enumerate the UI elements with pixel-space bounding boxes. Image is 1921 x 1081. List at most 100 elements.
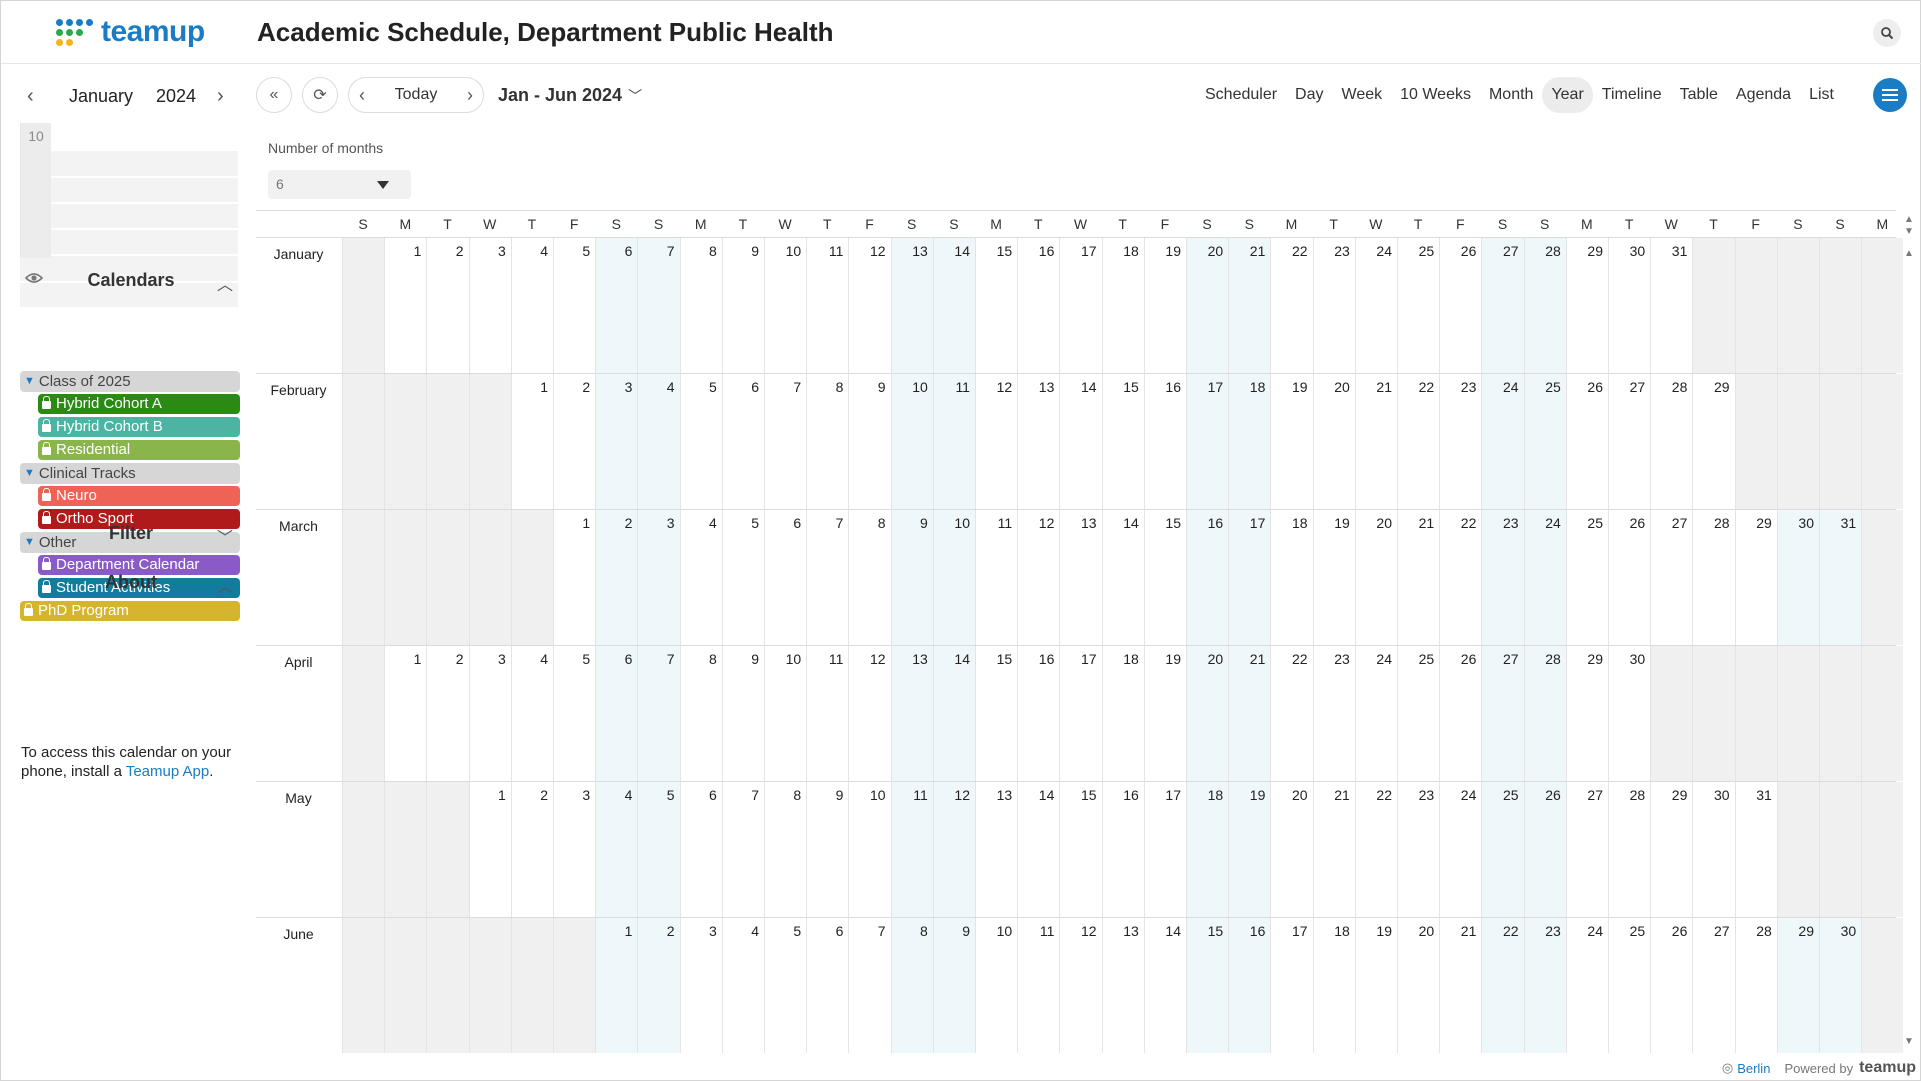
footer-brand[interactable]: teamup (1859, 1059, 1916, 1076)
view-tab[interactable]: Table (1679, 86, 1718, 103)
day-cell[interactable]: 15 (975, 646, 1017, 781)
calendar-item[interactable]: Ortho Sport (38, 509, 240, 529)
day-cell[interactable]: 18 (1270, 510, 1312, 645)
day-cell[interactable]: 28 (1734, 918, 1777, 1053)
day-cell[interactable]: 12 (932, 782, 975, 917)
day-cell[interactable]: 24 (1565, 918, 1608, 1053)
calendar-group[interactable]: ▼ Class of 2025 (20, 371, 240, 392)
day-cell[interactable]: 16 (1228, 918, 1271, 1053)
view-tab[interactable]: List (1809, 86, 1834, 103)
day-cell[interactable]: 17 (1059, 238, 1101, 373)
day-cell[interactable]: 17 (1143, 782, 1186, 917)
day-cell[interactable]: 16 (1101, 782, 1144, 917)
day-cell[interactable]: 18 (1228, 374, 1271, 509)
day-cell[interactable]: 18 (1312, 918, 1355, 1053)
day-cell[interactable]: 29 (1565, 238, 1608, 373)
day-cell[interactable]: 4 (679, 510, 722, 645)
day-cell[interactable]: 7 (848, 918, 890, 1053)
day-cell[interactable]: 1 (553, 510, 595, 645)
day-cell[interactable]: 6 (806, 918, 848, 1053)
day-cell[interactable]: 21 (1312, 782, 1355, 917)
day-cell[interactable]: 29 (1692, 374, 1734, 509)
day-cell[interactable]: 12 (848, 238, 890, 373)
day-cell[interactable]: 18 (1186, 782, 1229, 917)
day-cell[interactable]: 20 (1186, 646, 1229, 781)
day-cell[interactable]: 27 (1650, 510, 1692, 645)
scroll-down-icon[interactable]: ▼ (1904, 1036, 1914, 1047)
previous-icon[interactable]: ‹ (359, 84, 365, 105)
day-cell[interactable]: 18 (1101, 238, 1144, 373)
day-cell[interactable]: 15 (1059, 782, 1101, 917)
about-section-header[interactable]: About ︿ (21, 567, 241, 597)
view-tab[interactable]: 10 Weeks (1400, 86, 1471, 103)
calendar-item[interactable]: Hybrid Cohort B (38, 417, 240, 437)
day-cell[interactable]: 24 (1354, 238, 1397, 373)
day-cell[interactable]: 27 (1692, 918, 1734, 1053)
view-tab[interactable]: Agenda (1735, 86, 1792, 103)
day-cell[interactable]: 5 (764, 918, 806, 1053)
day-cell[interactable]: 2 (426, 646, 468, 781)
day-cell[interactable]: 13 (1101, 918, 1144, 1053)
day-cell[interactable]: 14 (1143, 918, 1186, 1053)
day-cell[interactable]: 7 (637, 646, 680, 781)
day-cell[interactable]: 2 (510, 782, 553, 917)
day-cell[interactable]: 25 (1481, 782, 1524, 917)
day-cell[interactable]: 17 (1186, 374, 1229, 509)
day-cell[interactable]: 22 (1270, 646, 1312, 781)
mini-calendar-year[interactable]: 2024 (156, 86, 197, 106)
day-cell[interactable]: 16 (1143, 374, 1186, 509)
day-cell[interactable]: 30 (1608, 238, 1650, 373)
day-cell[interactable]: 20 (1186, 238, 1229, 373)
day-cell[interactable]: 2 (637, 918, 680, 1053)
day-cell[interactable]: 28 (1692, 510, 1734, 645)
day-cell[interactable]: 6 (721, 374, 764, 509)
day-cell[interactable]: 29 (1734, 510, 1777, 645)
scroll-down-icon[interactable]: ▼ (1904, 226, 1914, 237)
day-cell[interactable]: 7 (764, 374, 806, 509)
day-cell[interactable]: 21 (1228, 646, 1271, 781)
day-cell[interactable]: 29 (1650, 782, 1692, 917)
day-cell[interactable]: 28 (1608, 782, 1650, 917)
day-cell[interactable]: 8 (890, 918, 933, 1053)
day-cell[interactable]: 13 (1059, 510, 1101, 645)
day-cell[interactable]: 23 (1312, 646, 1355, 781)
scroll-up-icon[interactable]: ▲ (1904, 248, 1914, 259)
chevron-up-icon[interactable]: ︿ (216, 277, 233, 294)
day-cell[interactable]: 11 (806, 238, 848, 373)
calendar-item[interactable]: Residential (38, 440, 240, 460)
day-cell[interactable]: 10 (764, 646, 806, 781)
day-cell[interactable]: 10 (932, 510, 975, 645)
calendar-item[interactable]: Neuro (38, 486, 240, 506)
day-cell[interactable]: 16 (1017, 238, 1059, 373)
day-cell[interactable]: 2 (426, 238, 468, 373)
day-cell[interactable]: 7 (721, 782, 764, 917)
day-cell[interactable]: 6 (595, 238, 638, 373)
day-cell[interactable]: 8 (848, 510, 890, 645)
day-cell[interactable]: 24 (1523, 510, 1566, 645)
calendar-group[interactable]: ▼ Other (20, 532, 240, 553)
day-cell[interactable]: 11 (975, 510, 1017, 645)
calendar-item[interactable]: Student Activities (38, 578, 240, 598)
day-cell[interactable]: 3 (468, 646, 511, 781)
chevron-left-icon[interactable]: ‹ (27, 85, 34, 107)
day-cell[interactable]: 30 (1776, 510, 1819, 645)
day-cell[interactable]: 30 (1692, 782, 1734, 917)
day-cell[interactable]: 22 (1354, 782, 1397, 917)
day-cell[interactable]: 14 (932, 646, 975, 781)
day-cell[interactable]: 14 (1101, 510, 1144, 645)
day-cell[interactable]: 26 (1608, 510, 1650, 645)
day-cell[interactable]: 20 (1354, 510, 1397, 645)
day-cell[interactable]: 26 (1650, 918, 1692, 1053)
day-cell[interactable]: 31 (1819, 510, 1862, 645)
today-button[interactable]: Today (394, 86, 438, 103)
day-cell[interactable]: 27 (1608, 374, 1650, 509)
day-cell[interactable]: 4 (510, 646, 553, 781)
day-cell[interactable]: 10 (975, 918, 1017, 1053)
day-cell[interactable]: 19 (1354, 918, 1397, 1053)
day-cell[interactable]: 6 (764, 510, 806, 645)
day-cell[interactable]: 9 (721, 238, 764, 373)
day-cell[interactable]: 17 (1270, 918, 1312, 1053)
day-cell[interactable]: 2 (553, 374, 595, 509)
day-cell[interactable]: 31 (1650, 238, 1692, 373)
day-cell[interactable]: 23 (1481, 510, 1524, 645)
